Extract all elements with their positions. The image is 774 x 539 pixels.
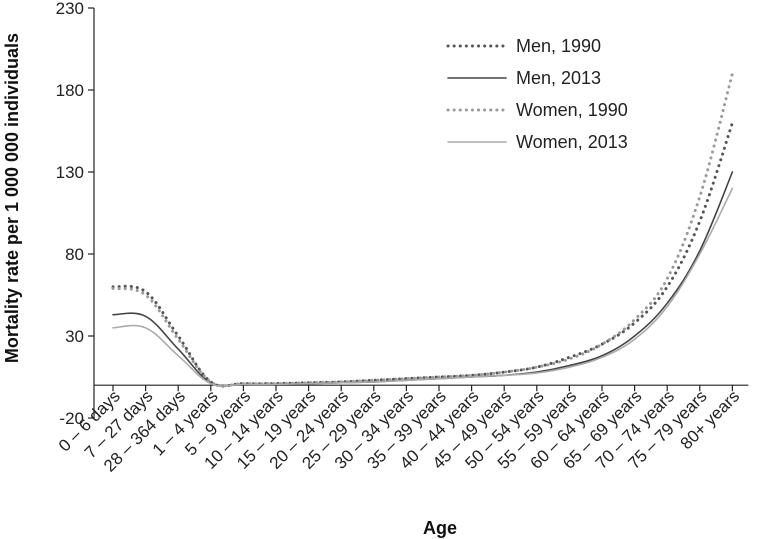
y-tick-label: -20: [59, 409, 84, 428]
legend-label-women-2013: Women, 2013: [516, 132, 628, 152]
legend-label-men-2013: Men, 2013: [516, 68, 601, 88]
series-line-men-1990: [111, 121, 734, 388]
series-line-women-1990: [111, 72, 734, 388]
legend: Men, 1990 Men, 2013 Women, 1990 Women, 2013: [446, 36, 628, 152]
legend-label-women-1990: Women, 1990: [516, 100, 628, 120]
y-tick-label: 130: [56, 163, 84, 182]
y-tick-label: 180: [56, 81, 84, 100]
y-axis-title: Mortality rate per 1 000 000 individuals: [2, 33, 22, 363]
y-tick-label: 230: [56, 0, 84, 18]
legend-label-men-1990: Men, 1990: [516, 36, 601, 56]
x-axis-title: Age: [423, 518, 457, 538]
y-tick-label: 30: [65, 327, 84, 346]
series-line-women-2013: [112, 187, 734, 387]
series-line-men-2013: [112, 171, 734, 387]
y-tick-label: 80: [65, 245, 84, 264]
series-layer: [111, 72, 734, 388]
